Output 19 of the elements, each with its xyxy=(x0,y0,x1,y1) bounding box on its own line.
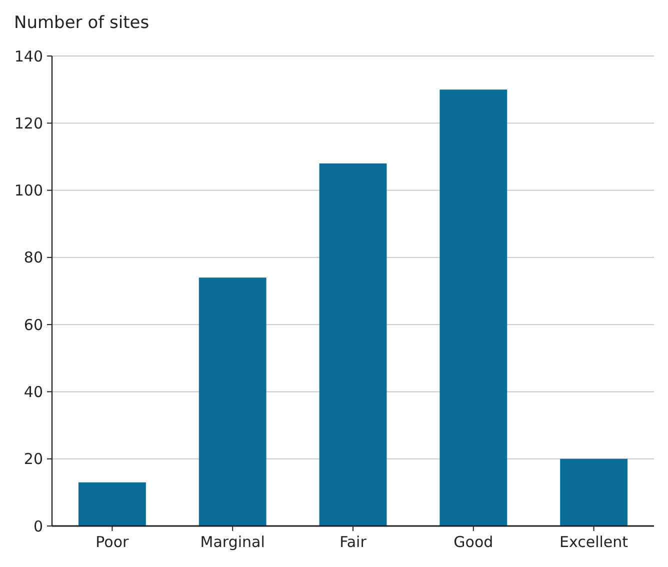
y-tick-label: 20 xyxy=(24,450,43,468)
bar xyxy=(560,458,628,526)
y-tick-label: 80 xyxy=(24,248,43,267)
bar xyxy=(440,90,508,526)
bar xyxy=(198,278,266,526)
bar xyxy=(319,163,387,526)
y-tick-label: 140 xyxy=(14,47,43,66)
y-tick-label: 60 xyxy=(24,316,43,334)
y-axis-title: Number of sites xyxy=(14,13,150,33)
y-tick-label: 120 xyxy=(14,114,43,132)
x-tick-label: Fair xyxy=(340,533,368,551)
x-tick-label: Marginal xyxy=(200,533,265,551)
x-tick-label: Poor xyxy=(96,533,130,551)
y-tick-label: 100 xyxy=(14,182,43,200)
y-tick-label: 0 xyxy=(33,517,43,536)
x-tick-label: Excellent xyxy=(560,533,628,551)
y-tick-label: 40 xyxy=(24,382,43,401)
bar xyxy=(78,482,146,526)
x-tick-label: Good xyxy=(454,533,494,551)
